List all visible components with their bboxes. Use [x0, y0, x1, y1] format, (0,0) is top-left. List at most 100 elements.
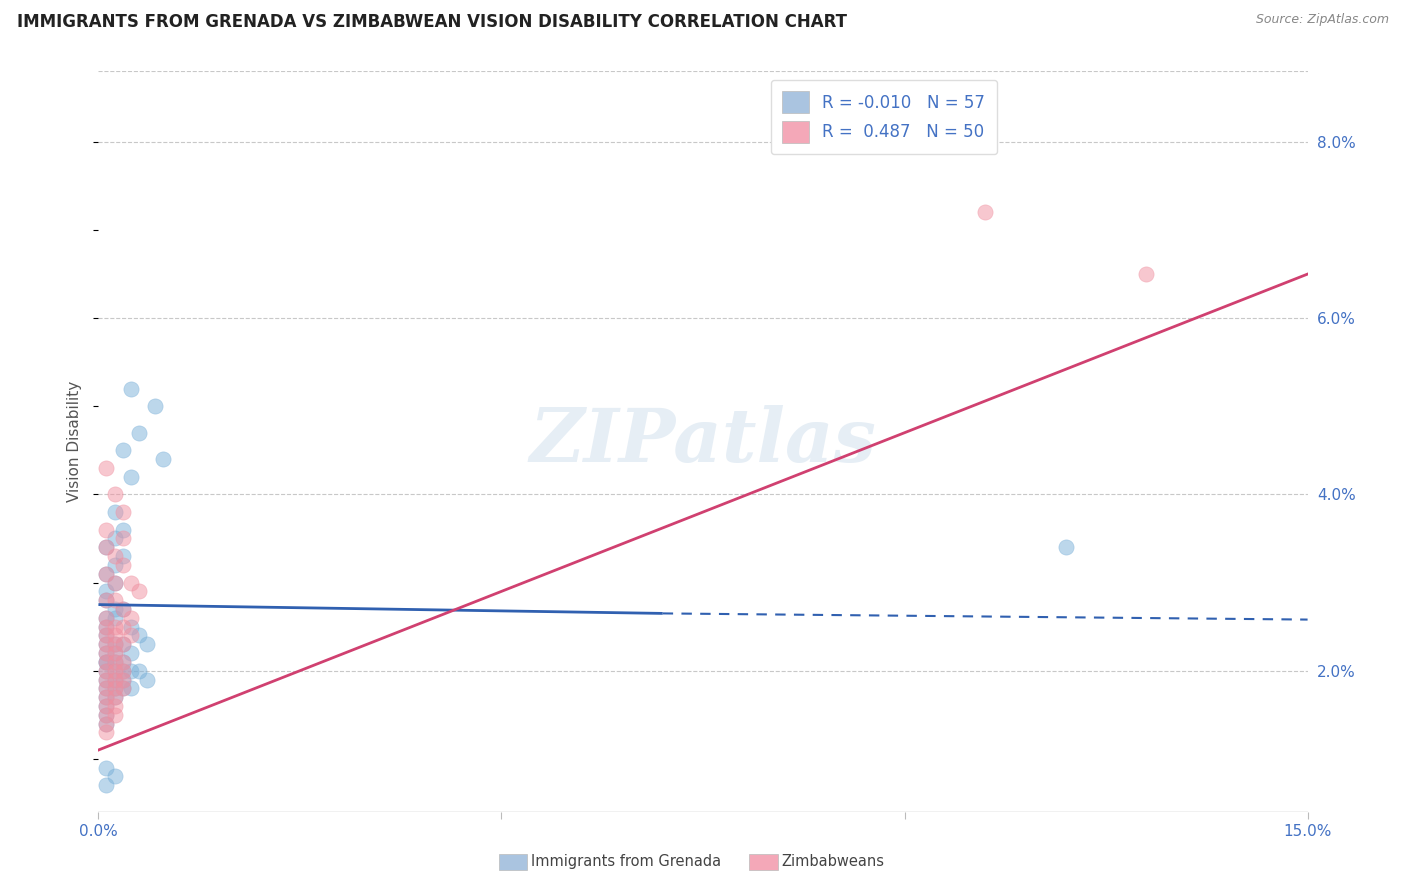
- Point: [103, 619, 125, 633]
- Point: [96, 690, 118, 705]
- Point: [120, 575, 142, 590]
- Point: [1135, 267, 1157, 281]
- Text: IMMIGRANTS FROM GRENADA VS ZIMBABWEAN VISION DISABILITY CORRELATION CHART: IMMIGRANTS FROM GRENADA VS ZIMBABWEAN VI…: [17, 13, 846, 31]
- Point: [103, 575, 125, 590]
- Point: [103, 611, 125, 625]
- Point: [96, 523, 118, 537]
- Point: [103, 655, 125, 669]
- Point: [96, 461, 118, 475]
- Point: [96, 655, 118, 669]
- Point: [103, 664, 125, 678]
- Text: Source: ZipAtlas.com: Source: ZipAtlas.com: [1256, 13, 1389, 27]
- Point: [96, 655, 118, 669]
- Point: [128, 628, 150, 642]
- Point: [96, 673, 118, 687]
- Point: [135, 673, 157, 687]
- Point: [96, 664, 118, 678]
- Point: [135, 637, 157, 651]
- Point: [103, 505, 125, 519]
- Point: [111, 655, 134, 669]
- Y-axis label: Vision Disability: Vision Disability: [67, 381, 83, 502]
- Point: [128, 664, 150, 678]
- Point: [103, 646, 125, 660]
- Point: [96, 707, 118, 722]
- Point: [103, 690, 125, 705]
- Point: [103, 698, 125, 713]
- Point: [96, 690, 118, 705]
- Point: [111, 664, 134, 678]
- Point: [120, 664, 142, 678]
- Point: [96, 541, 118, 555]
- Point: [111, 602, 134, 616]
- Point: [103, 549, 125, 563]
- Point: [96, 681, 118, 696]
- Point: [96, 761, 118, 775]
- Text: Immigrants from Grenada: Immigrants from Grenada: [531, 855, 721, 869]
- Point: [111, 664, 134, 678]
- Point: [152, 452, 174, 467]
- Text: ZIPatlas: ZIPatlas: [530, 405, 876, 478]
- Point: [96, 681, 118, 696]
- Point: [120, 611, 142, 625]
- Point: [103, 769, 125, 783]
- Point: [103, 681, 125, 696]
- Point: [103, 646, 125, 660]
- Point: [103, 637, 125, 651]
- Point: [103, 707, 125, 722]
- Point: [96, 611, 118, 625]
- Point: [96, 584, 118, 599]
- Point: [96, 619, 118, 633]
- Point: [111, 505, 134, 519]
- Point: [111, 673, 134, 687]
- Point: [96, 707, 118, 722]
- Point: [96, 725, 118, 739]
- Point: [120, 470, 142, 484]
- Point: [128, 425, 150, 440]
- Point: [111, 681, 134, 696]
- Point: [120, 681, 142, 696]
- Point: [96, 646, 118, 660]
- Point: [96, 628, 118, 642]
- Point: [96, 593, 118, 607]
- Point: [120, 619, 142, 633]
- Point: [120, 382, 142, 396]
- Point: [96, 716, 118, 731]
- Point: [96, 566, 118, 581]
- Point: [103, 532, 125, 546]
- Point: [103, 593, 125, 607]
- Point: [96, 655, 118, 669]
- Point: [96, 541, 118, 555]
- Point: [103, 637, 125, 651]
- Point: [96, 778, 118, 792]
- Point: [103, 558, 125, 572]
- Point: [111, 619, 134, 633]
- Point: [96, 716, 118, 731]
- Point: [96, 611, 118, 625]
- Point: [111, 655, 134, 669]
- Point: [111, 532, 134, 546]
- Point: [111, 523, 134, 537]
- Point: [103, 664, 125, 678]
- Point: [111, 681, 134, 696]
- Point: [96, 698, 118, 713]
- Point: [103, 628, 125, 642]
- Point: [111, 443, 134, 458]
- Point: [111, 673, 134, 687]
- Point: [96, 637, 118, 651]
- Point: [103, 690, 125, 705]
- Point: [111, 602, 134, 616]
- Point: [103, 575, 125, 590]
- Point: [96, 593, 118, 607]
- Point: [103, 655, 125, 669]
- Text: Zimbabweans: Zimbabweans: [782, 855, 884, 869]
- Point: [96, 628, 118, 642]
- Point: [96, 566, 118, 581]
- Point: [103, 487, 125, 501]
- Point: [103, 681, 125, 696]
- Point: [1054, 541, 1077, 555]
- Point: [974, 205, 997, 219]
- Point: [96, 646, 118, 660]
- Point: [111, 637, 134, 651]
- Point: [120, 646, 142, 660]
- Point: [143, 399, 166, 413]
